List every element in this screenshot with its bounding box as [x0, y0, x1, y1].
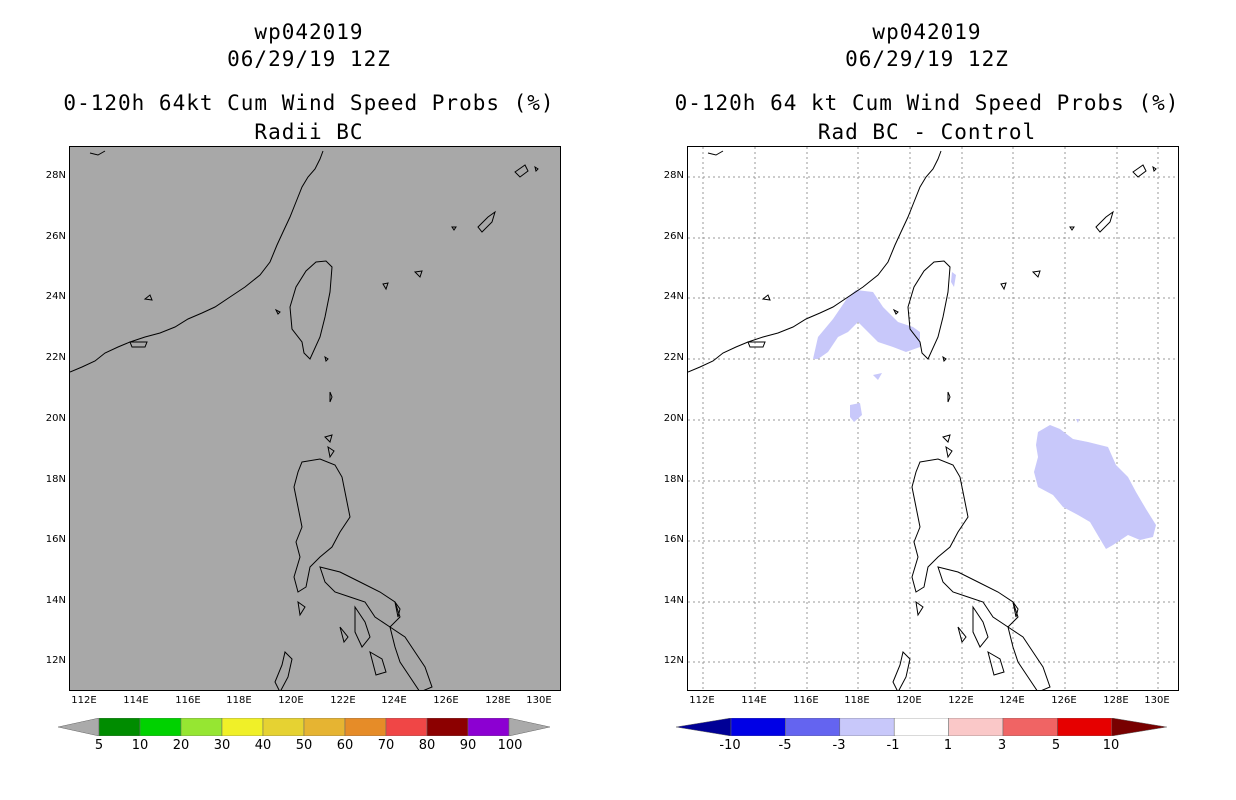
colorbar-end-triangle [508, 718, 551, 736]
colorbar-swatch [1057, 718, 1113, 736]
colorbar-swatch [98, 718, 141, 736]
lat-label: 18N [45, 474, 66, 485]
lat-label: 22N [45, 352, 66, 363]
left-panel: wp042019 06/29/19 12Z 0-120h 64kt Cum Wi… [45, 20, 561, 753]
colorbar-label: -3 [832, 738, 846, 753]
colorbar-label: 50 [295, 738, 313, 753]
colorbar-end-triangle [1111, 718, 1167, 736]
panel-subtitle: Radii BC [254, 120, 364, 144]
storm-id-title: wp042019 [254, 20, 364, 44]
lon-label: 116E [175, 695, 201, 706]
datetime-title: 06/29/19 12Z [845, 47, 1009, 71]
lat-label: 14N [663, 595, 684, 606]
colorbar-end-triangle [58, 718, 100, 736]
lon-label: 114E [741, 695, 767, 706]
colorbar-label: 10 [131, 738, 149, 753]
lon-label: 118E [844, 695, 870, 706]
colorbar-probability [58, 718, 554, 736]
lon-label: 112E [689, 695, 715, 706]
colorbar-swatch [180, 718, 223, 736]
lon-label: 112E [71, 695, 97, 706]
colorbar-swatch [139, 718, 182, 736]
colorbar-swatch [262, 718, 305, 736]
colorbar-label: 60 [336, 738, 354, 753]
lon-label: 120E [278, 695, 304, 706]
lat-label: 26N [45, 231, 66, 242]
colorbar-label: -10 [719, 738, 741, 753]
colorbar-label: 30 [213, 738, 231, 753]
colorbar-difference [676, 718, 1172, 736]
product-title: 0-120h 64 kt Cum Wind Speed Probs (%) [674, 91, 1180, 115]
colorbar-label: 3 [997, 738, 1007, 753]
lon-label: 124E [999, 695, 1025, 706]
colorbar-swatch [221, 718, 264, 736]
lat-label: 20N [45, 413, 66, 424]
lon-label: 114E [123, 695, 149, 706]
colorbar-swatch [467, 718, 510, 736]
colorbar-swatch [344, 718, 387, 736]
colorbar-label: 10 [1102, 738, 1120, 753]
colorbar-label: -5 [778, 738, 792, 753]
lon-label: 122E [330, 695, 356, 706]
colorbar-swatch [785, 718, 841, 736]
colorbar-swatch [839, 718, 895, 736]
storm-id-title: wp042019 [872, 20, 982, 44]
coastline-layer [70, 150, 539, 690]
lat-label: 16N [45, 534, 66, 545]
lon-label: 124E [381, 695, 407, 706]
lon-label: 128E [485, 695, 511, 706]
lat-label: 28N [663, 170, 684, 181]
lat-label: 24N [663, 291, 684, 302]
lon-label: 130E [1144, 695, 1170, 706]
lon-label: 120E [896, 695, 922, 706]
datetime-title: 06/29/19 12Z [227, 47, 391, 71]
colorbar-label: 5 [94, 738, 104, 753]
colorbar-swatch [426, 718, 469, 736]
map-plot-difference [687, 146, 1179, 691]
colorbar-end-triangle [676, 718, 732, 736]
colorbar-label: 40 [254, 738, 272, 753]
colorbar-label: 100 [497, 738, 523, 753]
lat-label: 26N [663, 231, 684, 242]
panel-subtitle: Rad BC - Control [817, 120, 1037, 144]
colorbar-swatch [1002, 718, 1058, 736]
lat-label: 24N [45, 291, 66, 302]
map-plot-radii-bc [69, 146, 561, 691]
colorbar-label: 5 [1051, 738, 1061, 753]
lat-label: 18N [663, 474, 684, 485]
lat-label: 12N [663, 655, 684, 666]
colorbar-label: 1 [943, 738, 953, 753]
lon-label: 126E [433, 695, 459, 706]
lon-label: 122E [948, 695, 974, 706]
lat-label: 16N [663, 534, 684, 545]
lat-label: 22N [663, 352, 684, 363]
right-panel: wp042019 06/29/19 12Z 0-120h 64 kt Cum W… [618, 0, 1236, 800]
lon-label: 126E [1051, 695, 1077, 706]
colorbar-swatch [948, 718, 1004, 736]
colorbar-label: 80 [418, 738, 436, 753]
difference-map-layer [688, 147, 1178, 690]
lat-label: 14N [45, 595, 66, 606]
product-title: 0-120h 64kt Cum Wind Speed Probs (%) [63, 91, 555, 115]
lon-label: 118E [226, 695, 252, 706]
colorbar-swatch [385, 718, 428, 736]
colorbar-swatch [730, 718, 786, 736]
lon-label: 116E [793, 695, 819, 706]
lon-label: 128E [1103, 695, 1129, 706]
colorbar-label: 70 [377, 738, 395, 753]
colorbar-swatch [893, 718, 949, 736]
colorbar-label: -1 [886, 738, 900, 753]
lat-label: 28N [45, 170, 66, 181]
lon-label: 130E [526, 695, 552, 706]
lat-label: 12N [45, 655, 66, 666]
colorbar-label: 20 [172, 738, 190, 753]
lat-label: 20N [663, 413, 684, 424]
colorbar-label: 90 [459, 738, 477, 753]
colorbar-swatch [303, 718, 346, 736]
